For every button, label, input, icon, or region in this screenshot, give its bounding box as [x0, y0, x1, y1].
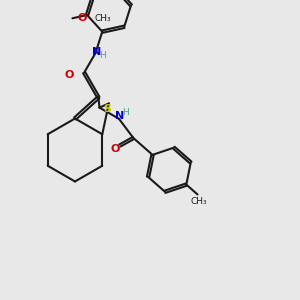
Text: O: O: [64, 70, 74, 80]
Text: O: O: [111, 143, 120, 154]
Text: S: S: [103, 104, 111, 114]
Text: CH₃: CH₃: [191, 196, 207, 206]
Text: CH₃: CH₃: [94, 14, 111, 23]
Text: N: N: [115, 111, 124, 121]
Text: N: N: [92, 46, 102, 57]
Text: H: H: [122, 108, 129, 117]
Text: H: H: [100, 51, 106, 60]
Text: O: O: [77, 13, 87, 23]
